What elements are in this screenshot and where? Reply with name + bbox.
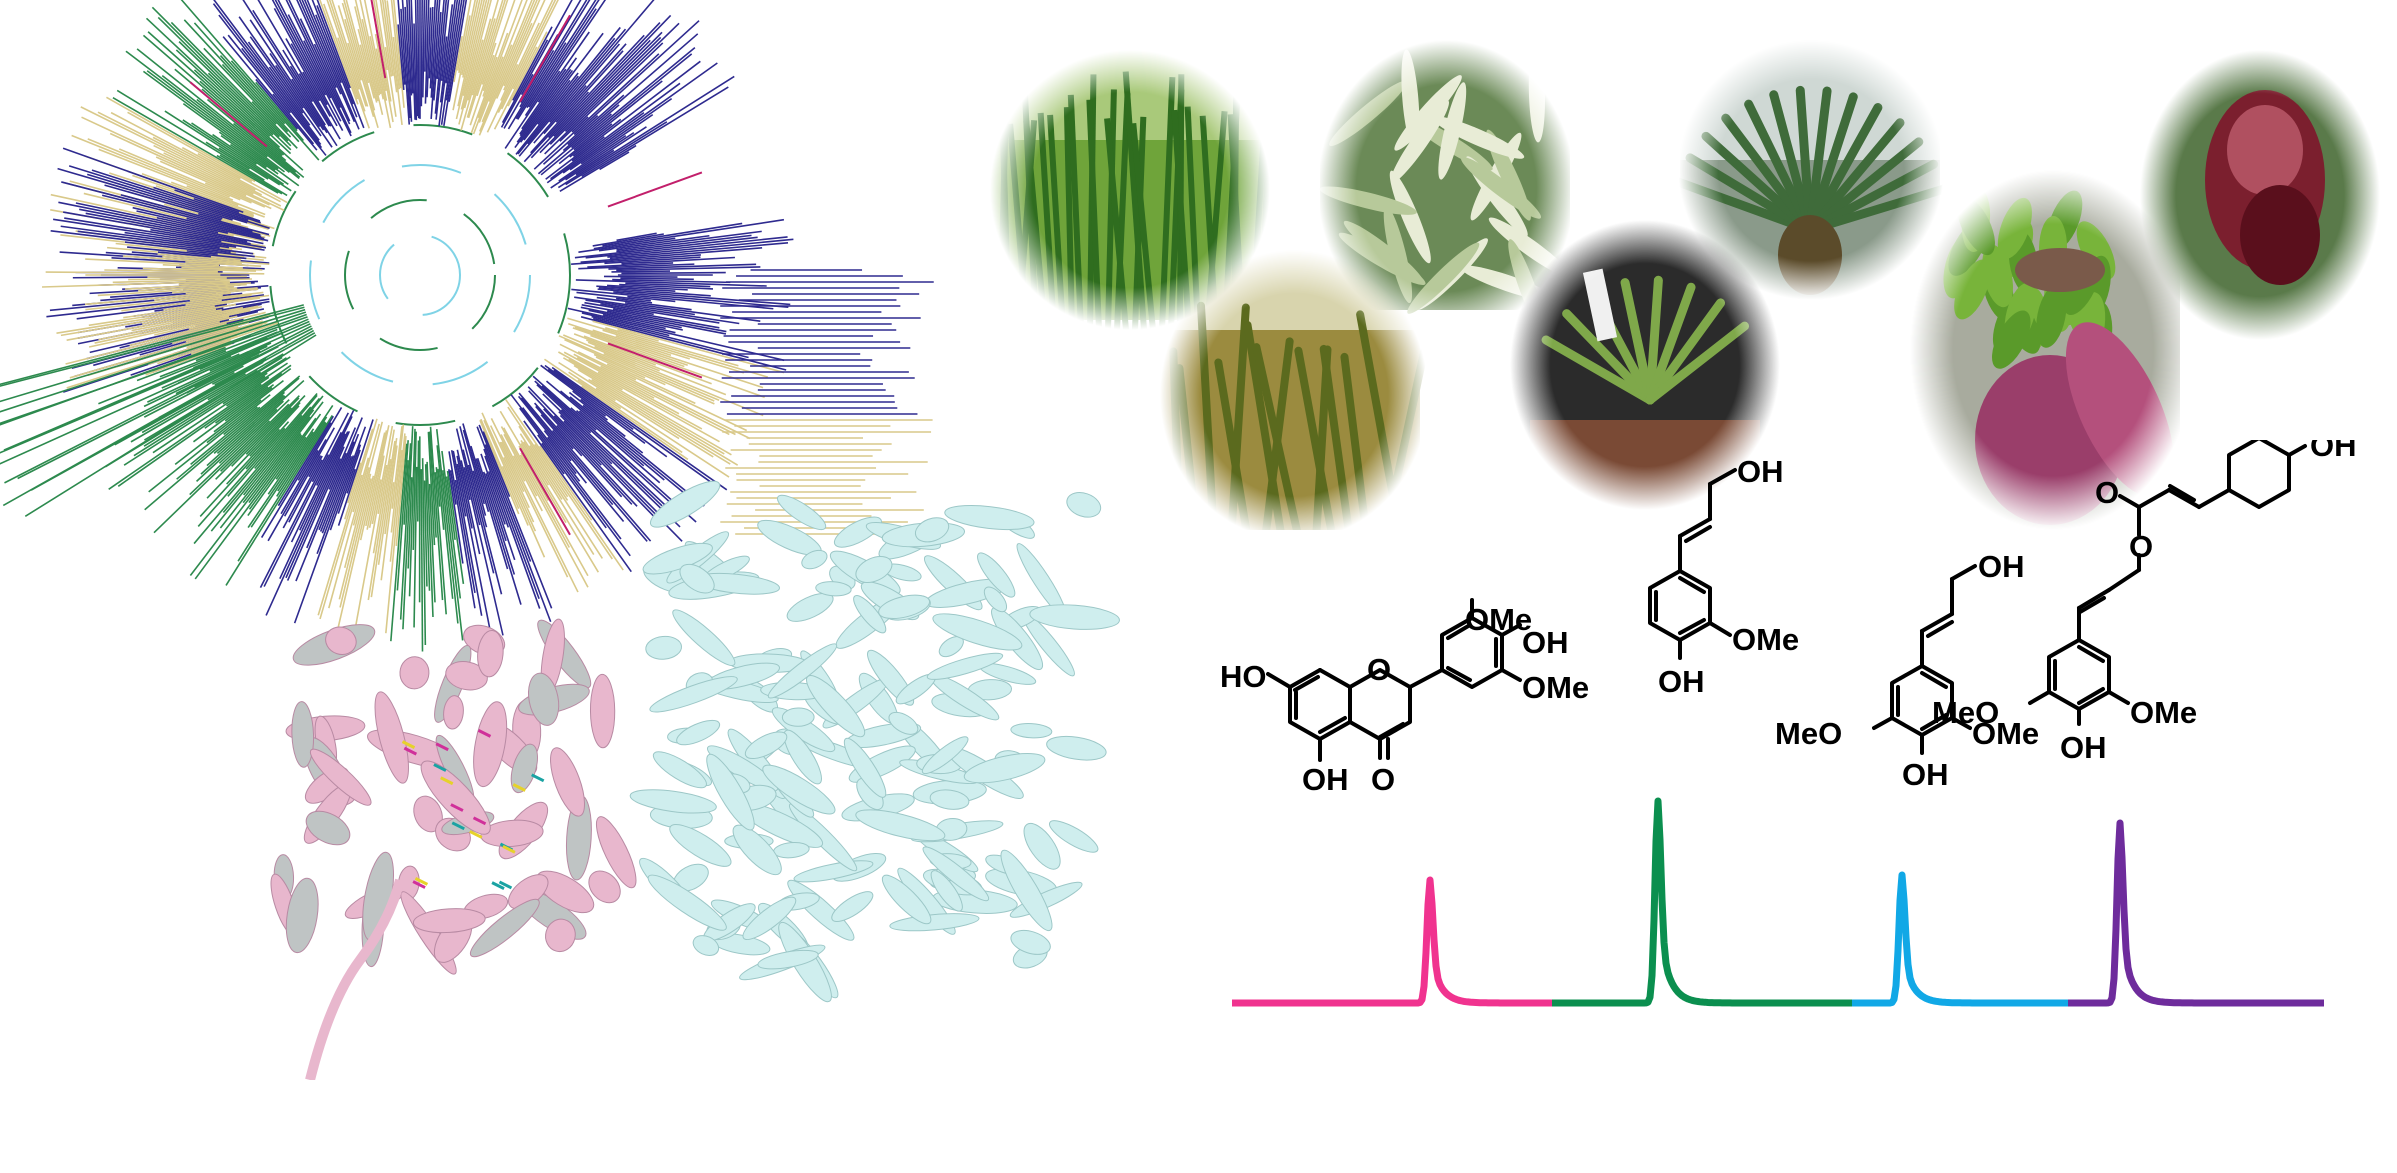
- sinapyl-oh-top-label: OH: [1978, 549, 2025, 584]
- chemical-structures-and-chromatogram: HO OMe OH OMe OH O O OH OMe OH: [1220, 428, 2357, 1007]
- protein-structure-pink: [270, 618, 637, 1082]
- sinapyl-ome-label: OMe: [1972, 716, 2039, 751]
- sinapyl-alcohol-structure: OH MeO OMe OH: [1775, 549, 2039, 792]
- coumarate-oh-bottom-label: OH: [2060, 730, 2107, 765]
- coniferyl-alcohol-structure: OH OMe OH: [1648, 454, 1799, 699]
- banana-bunch-photo: [1910, 170, 2180, 530]
- tricin-structure: HO OMe OH OMe OH O O: [1220, 598, 1589, 797]
- tricin-oh-label: OH: [1522, 625, 1569, 660]
- coniferyl-oh-bottom-label: OH: [1658, 664, 1705, 699]
- sinapyl-p-coumarate-structure: OH O O MeO OMe OH: [1932, 428, 2357, 765]
- tricin-ome-top-label: OMe: [1465, 602, 1532, 637]
- protein-structures-panel: [240, 480, 1180, 1082]
- tricin-ome-bottom-label: OMe: [1522, 670, 1589, 705]
- maize-stalks-photo: [1160, 250, 1433, 544]
- tricin-oh-bottom-label: OH: [1302, 762, 1349, 797]
- slipper-orchid-photo: [2140, 50, 2380, 340]
- plant-photos: [990, 40, 2380, 544]
- chromatogram-peak-tricin: [1230, 876, 1554, 1007]
- pineapple-plant-photo: [1673, 40, 1949, 300]
- chromatogram-traces: [1230, 797, 2326, 1007]
- coniferyl-ome-label: OMe: [1732, 622, 1799, 657]
- tree-branches: [0, 0, 934, 652]
- tricin-ho-label: HO: [1220, 659, 1267, 694]
- sinapyl-oh-bottom-label: OH: [1902, 757, 1949, 792]
- coumarate-ester-o-label: O: [2129, 529, 2153, 564]
- phylogenetic-tree: [0, 0, 934, 652]
- coumarate-ome-label: OMe: [2130, 695, 2197, 730]
- protein-structures: [270, 480, 1120, 1082]
- coumarate-carbonyl-label: O: [2095, 475, 2119, 510]
- coumarate-meo-label: MeO: [1932, 695, 1999, 730]
- plant-photos-panel: [990, 40, 2397, 544]
- coumarate-oh-label: OH: [2310, 440, 2357, 463]
- chromatogram-peak-coniferyl-alcohol: [1550, 797, 1854, 1007]
- chromatogram-peak-sinapyl-p-coumarate: [2066, 819, 2326, 1007]
- coniferyl-oh-top-label: OH: [1737, 454, 1784, 489]
- orchid-seedling-photo: [1510, 220, 1780, 510]
- protein-structure-cyan: [629, 480, 1120, 1003]
- tricin-ring-o-label: O: [1367, 652, 1391, 687]
- chromatogram-peak-sinapyl-alcohol: [1850, 871, 2070, 1007]
- tricin-carbonyl-label: O: [1371, 762, 1395, 797]
- chemistry-panel: HO OMe OH OMe OH O O OH OMe OH: [1180, 428, 2397, 1060]
- sinapyl-meo-label: MeO: [1775, 716, 1842, 751]
- phylogenetic-tree-panel: [0, 0, 980, 700]
